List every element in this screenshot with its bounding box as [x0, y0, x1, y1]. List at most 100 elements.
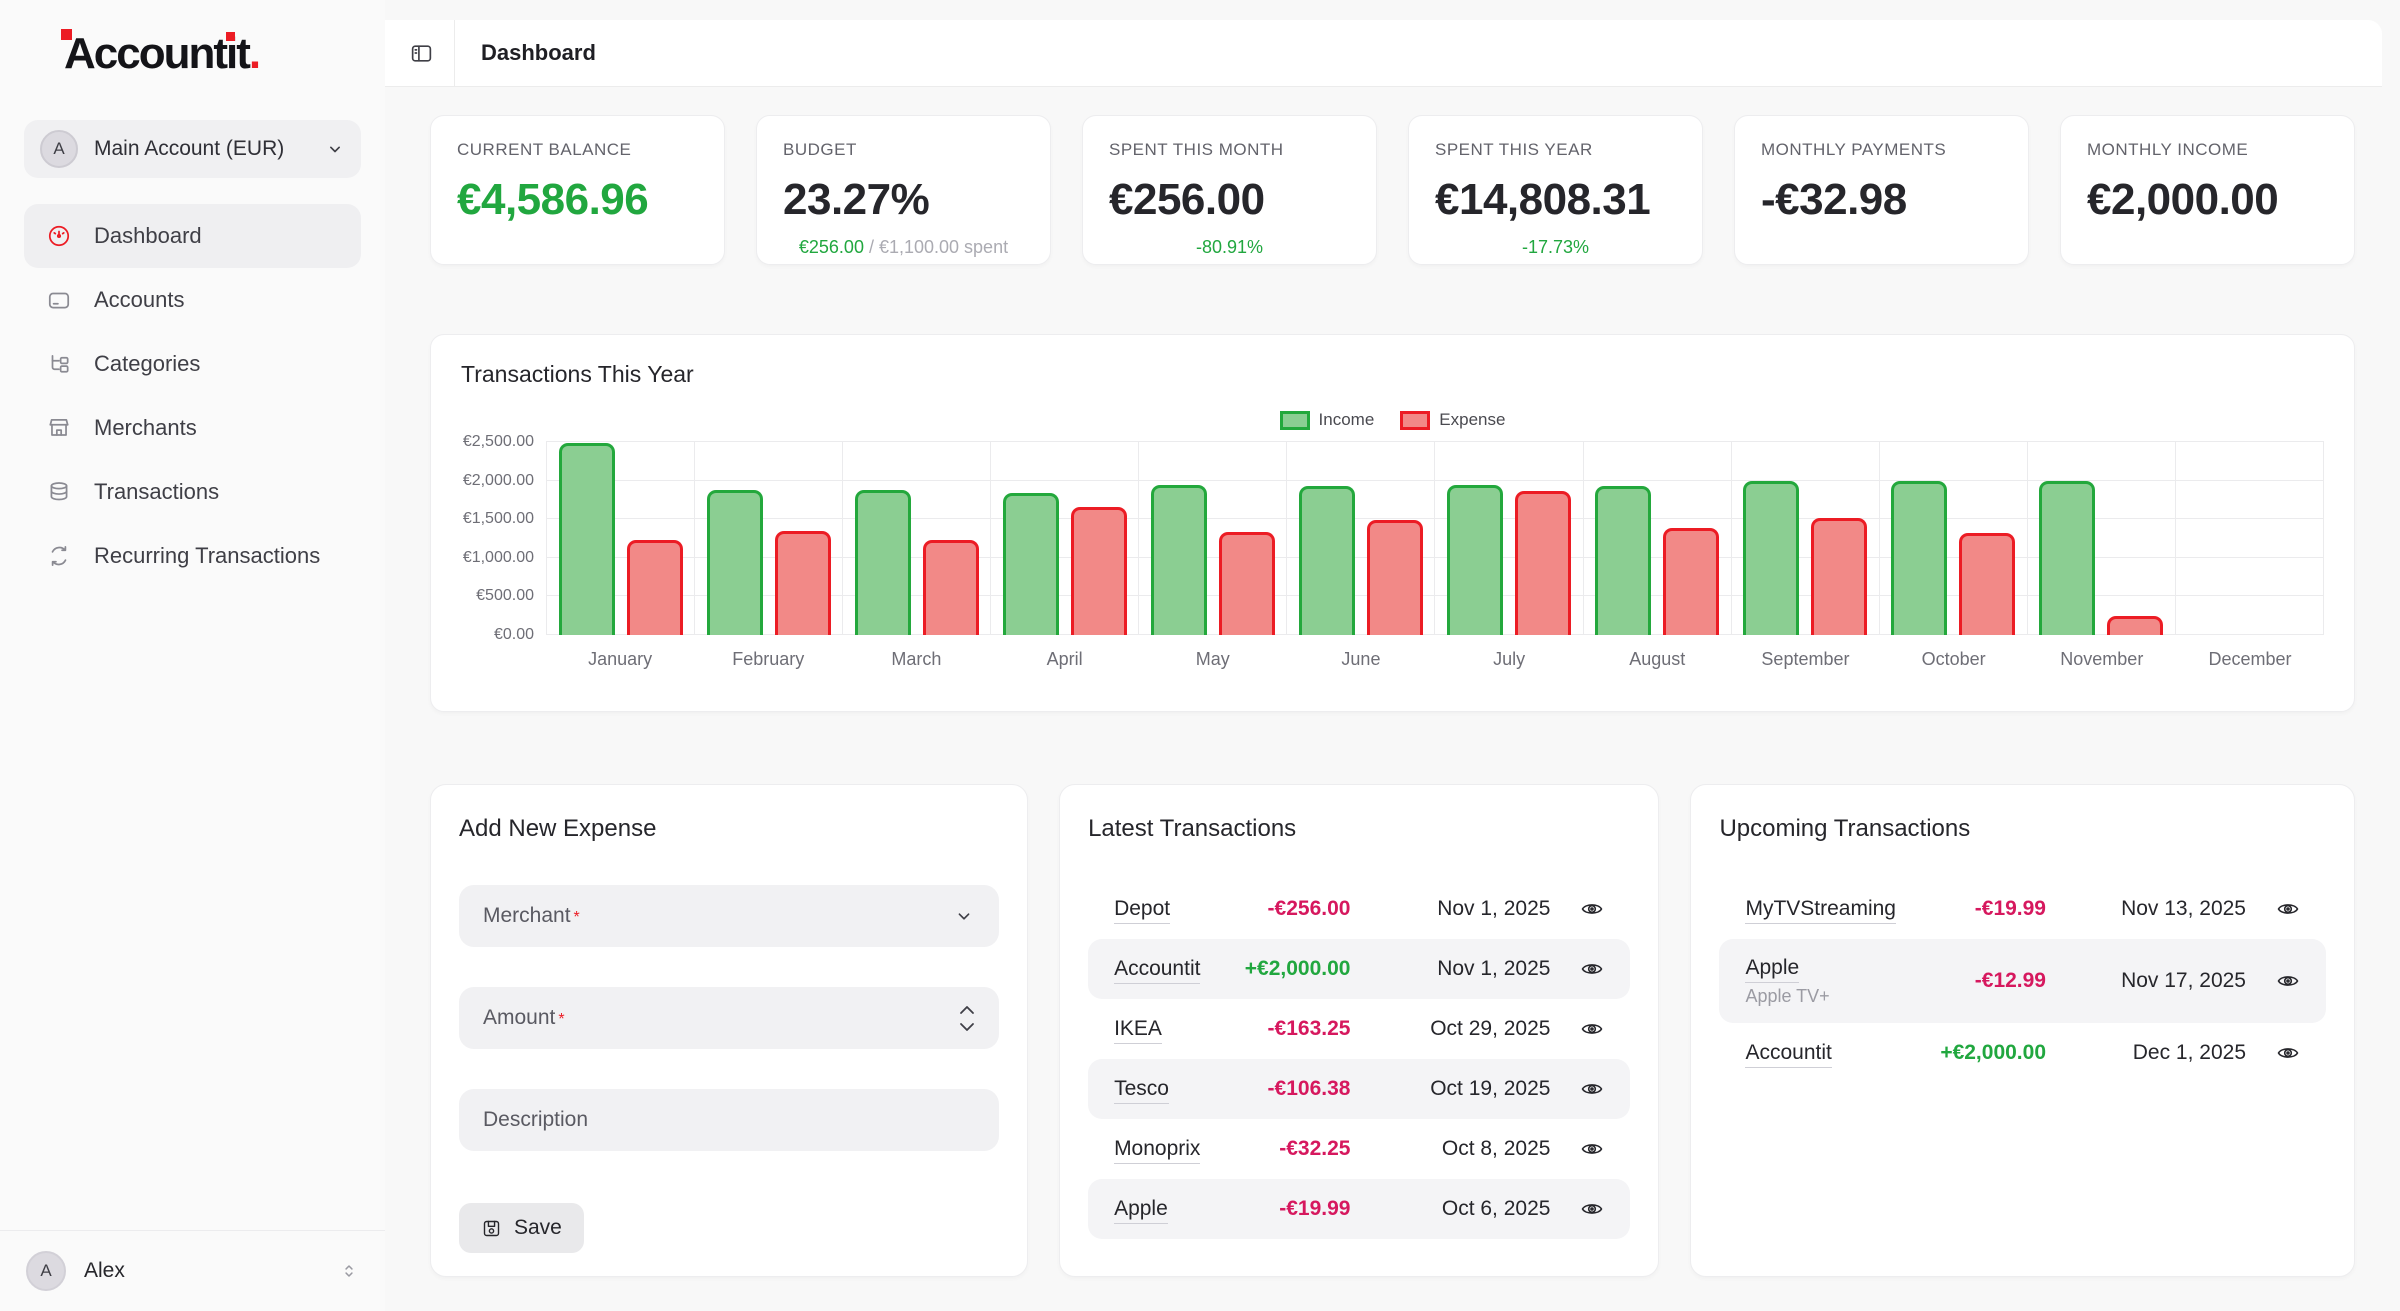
sidebar-item-categories[interactable]: Categories [24, 332, 361, 396]
view-transaction-button[interactable] [1574, 1137, 1604, 1161]
merchant-link[interactable]: Monoprix [1114, 1137, 1201, 1164]
stat-sub: -17.73% [1521, 237, 1590, 257]
x-tick-label: April [1046, 649, 1083, 669]
main-area: Dashboard CURRENT BALANCE €4,586.96 BUDGET… [385, 0, 2400, 1311]
merchant-link[interactable]: Apple [1745, 955, 1800, 983]
description-input[interactable]: Description [459, 1089, 1000, 1151]
eye-icon [1580, 1077, 1604, 1101]
bar-group-march [842, 442, 990, 635]
view-transaction-button[interactable] [2270, 897, 2300, 921]
sidebar-item-transactions[interactable]: Transactions [24, 460, 361, 524]
transaction-amount: -€256.00 [1267, 897, 1351, 920]
stat-value: €4,586.96 [457, 175, 649, 224]
transaction-amount: -€19.99 [1279, 1197, 1351, 1220]
account-selector[interactable]: A Main Account (EUR) [24, 120, 361, 179]
stat-card-current-balance: CURRENT BALANCE €4,586.96 [430, 115, 725, 265]
amount-input[interactable]: Amount * [459, 987, 1000, 1049]
stats-row: CURRENT BALANCE €4,586.96 BUDGET 23.27% €256… [430, 115, 2355, 265]
latest-transactions-list: Depot -€256.00 Nov 1, 2025 Accountit +€2,000… [1088, 879, 1631, 1239]
chevron-down-icon[interactable] [959, 1022, 975, 1032]
x-tick-label: November [2060, 649, 2144, 669]
eye-icon [1580, 1137, 1604, 1161]
transaction-row: Tesco -€106.38 Oct 19, 2025 [1088, 1059, 1631, 1119]
bar-group-november [2026, 442, 2175, 635]
expense-bar-july [1515, 491, 1571, 635]
view-transaction-button[interactable] [1574, 1197, 1604, 1221]
wallet-icon [46, 287, 72, 313]
transaction-row: Accountit +€2,000.00 Nov 1, 2025 [1088, 939, 1631, 999]
sidebar-item-dashboard[interactable]: Dashboard [24, 204, 361, 269]
x-tick-label: May [1195, 649, 1230, 669]
user-name: Alex [84, 1259, 125, 1282]
view-transaction-button[interactable] [1574, 1017, 1604, 1041]
stat-card-spent-this-month: SPENT THIS MONTH €256.00 -80.91% [1082, 115, 1377, 265]
y-tick-label: €2,500.00 [462, 433, 534, 450]
merchant-link[interactable]: Tesco [1114, 1077, 1169, 1104]
merchant-link[interactable]: Accountit [1745, 1041, 1832, 1068]
income-bar-march [854, 489, 911, 635]
transaction-amount: -€12.99 [1974, 969, 2046, 992]
transaction-date: Nov 1, 2025 [1437, 957, 1551, 980]
income-bar-june [1298, 486, 1355, 635]
income-bar-february [706, 489, 763, 635]
merchant-link[interactable]: Apple [1114, 1197, 1168, 1224]
legend-swatch-income [1279, 410, 1310, 430]
transaction-row: Monoprix -€32.25 Oct 8, 2025 [1088, 1119, 1630, 1179]
chart-bar-groups [546, 442, 2324, 635]
user-menu[interactable]: A Alex [0, 1230, 385, 1311]
sidebar-toggle-button[interactable] [405, 37, 438, 70]
bar-group-october [1878, 442, 2027, 635]
gridline [546, 441, 2324, 442]
eye-icon [1580, 957, 1604, 981]
expense-bar-may [1218, 532, 1275, 635]
sidebar-item-label: Categories [94, 351, 201, 377]
view-transaction-button[interactable] [1574, 957, 1604, 981]
stat-value: €256.00 [1109, 175, 1265, 224]
view-transaction-button[interactable] [1574, 1077, 1604, 1101]
merchant-select[interactable]: Merchant * [459, 885, 1000, 947]
x-tick-label: March [891, 649, 942, 669]
merchant-link[interactable]: Accountit [1114, 957, 1201, 984]
transaction-amount: +€2,000.00 [1244, 957, 1351, 980]
view-transaction-button[interactable] [1574, 897, 1604, 921]
sidebar-item-merchants[interactable]: Merchants [24, 396, 361, 460]
sidebar-item-recurring-transactions[interactable]: Recurring Transactions [24, 524, 361, 588]
x-tick-label: December [2208, 649, 2292, 669]
amount-stepper[interactable] [959, 1005, 975, 1032]
chart-plot-area: €0.00 €500.00 €1,000.00 €1,500.00 €2,000.00 €… [461, 433, 2324, 643]
save-button[interactable]: Save [459, 1203, 584, 1253]
stat-sub: -80.91% [1195, 237, 1264, 257]
merchant-link[interactable]: IKEA [1114, 1017, 1162, 1044]
header-divider [454, 20, 455, 86]
x-tick-label: July [1493, 649, 1526, 669]
eye-icon [2276, 1041, 2300, 1065]
merchant-link[interactable]: MyTVStreaming [1745, 897, 1896, 924]
view-transaction-button[interactable] [2270, 969, 2300, 993]
gauge-icon [46, 223, 72, 249]
transaction-date: Oct 8, 2025 [1441, 1137, 1551, 1160]
income-bar-august [1595, 486, 1652, 635]
chevron-down-icon [953, 905, 975, 927]
stat-label: CURRENT BALANCE [457, 140, 632, 159]
stat-label: SPENT THIS MONTH [1109, 140, 1284, 159]
transaction-amount: -€163.25 [1267, 1017, 1351, 1040]
add-expense-card: Add New Expense Merchant * Amount * Descr [430, 784, 1029, 1277]
stat-label: BUDGET [783, 140, 857, 159]
bar-group-february [694, 442, 842, 635]
expense-bar-march [922, 539, 979, 635]
merchant-cell: Monoprix [1114, 1137, 1201, 1164]
chevron-down-icon [325, 139, 345, 159]
legend-item-income: Income [1279, 410, 1374, 430]
bar-group-april [990, 442, 1138, 635]
transaction-row: Accountit +€2,000.00 Dec 1, 2025 [1719, 1023, 2326, 1083]
stat-value: 23.27% [783, 175, 930, 224]
account-selector-label: Main Account (EUR) [94, 137, 285, 161]
chart-title: Transactions This Year [461, 361, 694, 387]
transaction-date: Oct 19, 2025 [1430, 1077, 1551, 1100]
expense-bar-august [1663, 527, 1720, 635]
chevron-up-icon[interactable] [959, 1005, 975, 1015]
merchant-link[interactable]: Depot [1114, 897, 1171, 924]
sidebar-item-accounts[interactable]: Accounts [24, 268, 361, 332]
view-transaction-button[interactable] [2270, 1041, 2300, 1065]
stat-card-monthly-payments: MONTHLY PAYMENTS -€32.98 [1734, 115, 2029, 265]
